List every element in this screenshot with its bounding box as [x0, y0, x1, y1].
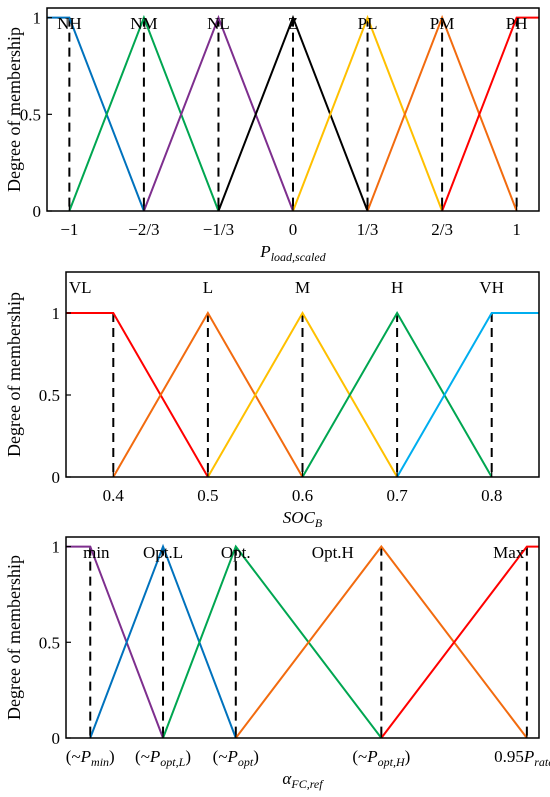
series-opt-h	[234, 544, 528, 739]
set-label-opt-l: Opt.L	[143, 543, 183, 562]
chart-panel-2: VL L M H VH 1 0.5 0 0.4 0.5 0.6 0.7 0.8 Degree of mem…	[4, 271, 540, 530]
y-tick-label: 0	[33, 202, 42, 221]
y-tick-label: 0.5	[20, 105, 41, 124]
x-tick-label: 0.6	[292, 486, 313, 505]
set-label-z: Z	[288, 14, 298, 33]
series-max	[380, 545, 539, 739]
x-tick-label: −1	[60, 220, 78, 239]
set-label-nh: NH	[57, 14, 82, 33]
series-nh	[47, 16, 145, 212]
y-tick-label: 0.5	[39, 633, 60, 652]
chart-panel-1: NH NM NL Z PL PM PH 1 0.5 0 −1 −2/3 −1/3 0 1/3 2/3 1 Degr…	[4, 7, 540, 264]
x-tick-label: 0	[289, 220, 298, 239]
x-tick-label: (~Pmin)	[66, 747, 115, 769]
series-z	[217, 14, 369, 212]
y-tick-label: 0.5	[39, 386, 60, 405]
x-tick-label: 1	[512, 220, 521, 239]
set-label-h: H	[391, 278, 403, 297]
series-nm	[68, 14, 220, 212]
series-l	[112, 310, 304, 478]
x-tick-label: (~Popt,H)	[352, 747, 410, 769]
set-label-vh: VH	[479, 278, 504, 297]
set-label-min: min	[83, 543, 110, 562]
x-tick-label: −1/3	[203, 220, 234, 239]
set-label-opt-: Opt.	[221, 543, 251, 562]
y-tick-label: 0	[52, 468, 61, 487]
y-axis-label: Degree of membership	[4, 555, 24, 720]
x-tick-label: 0.5	[197, 486, 218, 505]
x-tick-label: 1/3	[357, 220, 379, 239]
x-tick-label: 2/3	[431, 220, 453, 239]
series-opt-l	[89, 543, 237, 739]
y-axis-label: Degree of membership	[4, 292, 24, 457]
set-label-ph: PH	[506, 14, 528, 33]
x-axis-label: αFC,ref	[282, 769, 324, 791]
x-tick-label: 0.4	[103, 486, 125, 505]
set-label-vl: VL	[69, 278, 92, 297]
y-tick-label: 0	[52, 729, 61, 748]
plot-frame	[65, 536, 540, 739]
series-h	[301, 310, 493, 478]
chart-panel-3: min Opt.L Opt. Opt.H Max 1 0.5 0 (~Pmin) (~Popt,L…	[4, 536, 550, 791]
series-pl	[292, 14, 444, 212]
x-axis-label: Pload,scaled	[259, 242, 326, 264]
series-vl	[66, 312, 209, 478]
set-label-m: M	[295, 278, 310, 297]
set-label-max: Max	[493, 543, 525, 562]
x-tick-label: 0.8	[481, 486, 502, 505]
y-tick-label: 1	[52, 538, 61, 557]
series-nl	[142, 14, 294, 212]
set-label-pm: PM	[430, 14, 455, 33]
x-tick-label: −2/3	[128, 220, 159, 239]
series-pm	[366, 14, 518, 212]
series-vh	[396, 312, 539, 478]
set-label-pl: PL	[358, 14, 378, 33]
set-label-l: L	[203, 278, 213, 297]
y-tick-label: 1	[52, 304, 61, 323]
series-opt-	[162, 544, 383, 739]
series-ph	[441, 16, 539, 212]
y-axis-label: Degree of membership	[4, 27, 24, 192]
x-axis-label: SOCB	[283, 508, 323, 530]
x-tick-label: 0.95Prated	[494, 747, 550, 769]
y-tick-label: 1	[33, 9, 42, 28]
set-label-nl: NL	[207, 14, 230, 33]
x-tick-label: 0.7	[386, 486, 408, 505]
series-m	[207, 310, 398, 478]
set-label-opt-h: Opt.H	[312, 543, 354, 562]
x-tick-label: (~Popt)	[213, 747, 259, 769]
x-tick-label: (~Popt,L)	[135, 747, 191, 769]
set-label-nm: NM	[130, 14, 157, 33]
series-min	[66, 545, 164, 739]
